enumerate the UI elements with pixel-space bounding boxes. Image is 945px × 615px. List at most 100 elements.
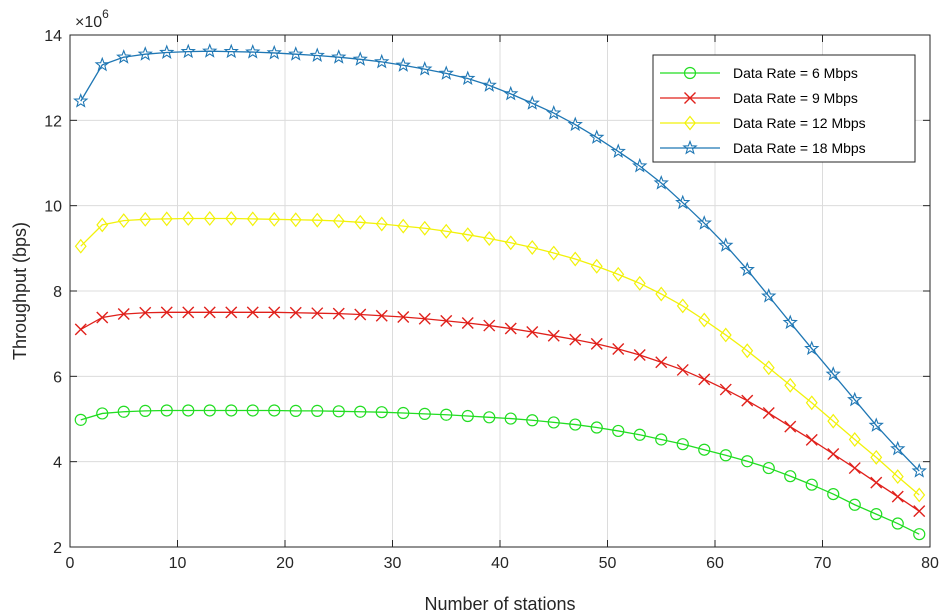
data-point <box>848 462 861 475</box>
data-point <box>96 311 109 324</box>
legend-marker <box>684 115 696 131</box>
x-tick-label: 30 <box>384 555 402 572</box>
data-point <box>675 194 691 210</box>
x-tick-label: 40 <box>491 555 509 572</box>
data-point <box>117 308 130 321</box>
legend: Data Rate = 6 Mbps Data Rate = 9 Mbps Data… <box>652 54 916 163</box>
x-tick-label: 10 <box>169 555 187 572</box>
data-point <box>784 420 797 433</box>
series-line <box>80 311 920 512</box>
data-point <box>397 218 410 234</box>
data-point <box>590 337 603 350</box>
legend-label: Data Rate = 18 Mbps <box>733 140 866 156</box>
data-point <box>203 306 216 319</box>
data-point <box>655 286 668 302</box>
data-point <box>891 517 904 530</box>
data-point <box>718 237 734 252</box>
data-point <box>483 411 496 424</box>
y-tick-label: 8 <box>53 284 62 301</box>
data-point <box>891 490 904 503</box>
series-3 <box>74 211 926 503</box>
data-point <box>676 363 689 376</box>
legend-item: Data Rate = 18 Mbps <box>660 139 866 156</box>
data-point <box>73 93 89 108</box>
data-point <box>395 57 411 72</box>
data-point <box>354 214 367 230</box>
data-point <box>504 322 517 335</box>
data-point <box>481 77 497 92</box>
y-exponent-power: 6 <box>102 7 109 21</box>
data-point <box>805 433 818 446</box>
data-point <box>268 306 281 319</box>
data-point <box>526 240 539 255</box>
legend-item: Data Rate = 9 Mbps <box>660 90 858 106</box>
x-tick-label: 0 <box>66 555 75 572</box>
data-point <box>160 306 173 319</box>
legend-marker <box>682 139 698 155</box>
data-point <box>784 470 797 483</box>
data-point <box>268 404 281 417</box>
data-point <box>890 440 906 456</box>
data-point <box>589 129 605 144</box>
data-point <box>503 85 519 101</box>
legend-item: Data Rate = 12 Mbps <box>660 115 866 131</box>
data-point <box>590 421 603 434</box>
x-tick-label: 20 <box>276 555 294 572</box>
data-point <box>655 356 668 369</box>
data-point <box>246 404 259 417</box>
data-point <box>438 65 454 80</box>
data-point <box>203 404 216 417</box>
data-point <box>868 417 884 432</box>
data-point <box>741 455 754 468</box>
data-point <box>870 508 883 521</box>
data-point <box>913 505 926 518</box>
data-point <box>569 333 582 346</box>
data-point <box>655 433 668 446</box>
data-point <box>483 231 496 246</box>
legend-label: Data Rate = 9 Mbps <box>733 90 858 106</box>
data-point <box>739 261 755 277</box>
series-line <box>80 409 920 535</box>
data-point <box>461 409 474 423</box>
data-point <box>913 528 926 541</box>
data-point <box>139 211 152 227</box>
data-point <box>440 314 453 327</box>
data-point <box>159 44 175 60</box>
data-point <box>913 487 926 503</box>
series-line <box>80 50 920 472</box>
data-point <box>180 43 196 59</box>
data-point <box>590 258 603 274</box>
data-point <box>741 394 754 407</box>
data-point <box>653 174 669 190</box>
data-point <box>289 404 302 417</box>
x-axis-label: Number of stations <box>424 594 575 614</box>
data-point <box>375 406 388 419</box>
data-point <box>397 406 410 420</box>
data-point <box>225 404 238 417</box>
data-point <box>117 405 130 418</box>
data-point <box>504 412 517 425</box>
data-point <box>762 461 775 475</box>
data-point <box>354 308 367 321</box>
data-point <box>311 307 324 320</box>
data-point <box>397 311 410 324</box>
y-axis-label: Throughput (bps) <box>10 222 30 360</box>
data-point <box>139 306 152 319</box>
data-point <box>612 266 625 282</box>
data-point <box>870 476 883 489</box>
data-point <box>911 462 927 478</box>
x-tick-label: 50 <box>599 555 617 572</box>
data-point <box>311 404 324 417</box>
data-point <box>137 46 153 61</box>
data-point <box>139 404 152 417</box>
data-point <box>547 329 560 342</box>
data-point <box>354 405 367 418</box>
data-point <box>762 360 775 376</box>
data-point <box>246 306 259 319</box>
data-point <box>612 424 625 438</box>
y-tick-label: 6 <box>53 369 62 386</box>
data-point <box>96 217 109 233</box>
data-point <box>418 312 431 325</box>
data-point <box>268 211 281 227</box>
data-point <box>827 413 840 429</box>
